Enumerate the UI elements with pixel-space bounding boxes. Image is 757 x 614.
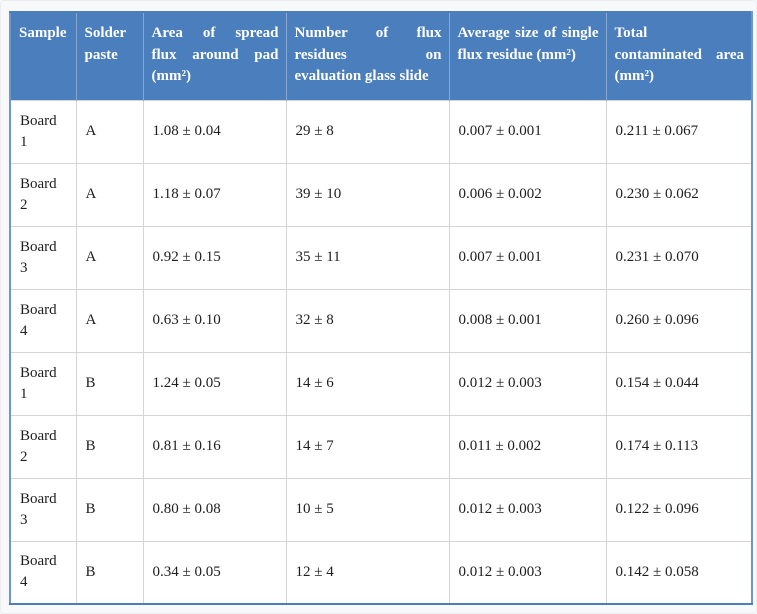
header-line: residues on <box>294 46 442 63</box>
cell-solder-paste: A <box>75 288 144 353</box>
header-line: paste <box>84 46 118 63</box>
cell-total-contaminated-area: 0.211 ± 0.067 <box>605 99 753 164</box>
header-row: Sample Solder paste Area of spread flux … <box>10 12 752 100</box>
cell-avg-residue-size: 0.008 ± 0.001 <box>448 288 607 353</box>
cell-solder-paste: A <box>75 162 144 227</box>
table-row: Board 4 B 0.34 ± 0.05 12 ± 4 0.012 ± 0.0… <box>9 540 753 605</box>
cell-residue-count: 39 ± 10 <box>285 162 450 227</box>
table-row: Board 3 B 0.80 ± 0.08 10 ± 5 0.012 ± 0.0… <box>9 477 753 542</box>
cell-residue-count: 29 ± 8 <box>285 99 450 164</box>
table-row: Board 3 A 0.92 ± 0.15 35 ± 11 0.007 ± 0.… <box>9 225 753 290</box>
cell-spread-area: 0.81 ± 0.16 <box>142 414 287 479</box>
cell-spread-area: 0.34 ± 0.05 <box>142 540 287 605</box>
cell-residue-count: 10 ± 5 <box>285 477 450 542</box>
cell-avg-residue-size: 0.012 ± 0.003 <box>448 540 607 605</box>
header-line: Sample <box>19 25 67 41</box>
col-header-total-contaminated-area: Total contaminated area (mm²) <box>605 12 752 100</box>
header-line: flux residue (mm²) <box>457 46 576 63</box>
header-line: Total <box>614 25 648 41</box>
cell-solder-paste: B <box>75 351 144 416</box>
cell-total-contaminated-area: 0.231 ± 0.070 <box>605 225 753 290</box>
cell-sample: Board 3 <box>9 477 77 542</box>
header-line: flux around pad <box>151 46 279 63</box>
table-row: Board 2 B 0.81 ± 0.16 14 ± 7 0.011 ± 0.0… <box>9 414 753 479</box>
cell-sample: Board 3 <box>9 225 77 290</box>
cell-residue-count: 35 ± 11 <box>285 225 450 290</box>
cell-avg-residue-size: 0.011 ± 0.002 <box>448 414 607 479</box>
cell-solder-paste: B <box>75 540 144 605</box>
cell-sample: Board 1 <box>9 99 77 164</box>
header-line: contaminated area <box>614 46 745 63</box>
cell-residue-count: 14 ± 7 <box>285 414 450 479</box>
header-line: (mm²) <box>614 68 654 84</box>
table-row: Board 2 A 1.18 ± 0.07 39 ± 10 0.006 ± 0.… <box>9 162 753 227</box>
header-line: Solder <box>84 25 127 41</box>
cell-spread-area: 1.18 ± 0.07 <box>142 162 287 227</box>
cell-solder-paste: B <box>75 414 144 479</box>
cell-solder-paste: A <box>75 225 144 290</box>
cell-avg-residue-size: 0.012 ± 0.003 <box>448 351 607 416</box>
cell-total-contaminated-area: 0.230 ± 0.062 <box>605 162 753 227</box>
cell-sample: Board 2 <box>9 414 77 479</box>
header-line: Number of flux <box>294 25 442 41</box>
cell-spread-area: 1.08 ± 0.04 <box>142 99 287 164</box>
cell-avg-residue-size: 0.012 ± 0.003 <box>448 477 607 542</box>
cell-total-contaminated-area: 0.154 ± 0.044 <box>605 351 753 416</box>
col-header-sample: Sample <box>10 12 76 100</box>
header-line: evaluation glass slide <box>294 68 429 84</box>
cell-avg-residue-size: 0.007 ± 0.001 <box>448 99 607 164</box>
cell-total-contaminated-area: 0.174 ± 0.113 <box>605 414 753 479</box>
cell-avg-residue-size: 0.006 ± 0.002 <box>448 162 607 227</box>
header-line: (mm²) <box>151 68 191 84</box>
cell-spread-area: 0.80 ± 0.08 <box>142 477 287 542</box>
col-header-avg-residue-size: Average size of single flux residue (mm²… <box>448 12 606 100</box>
table-row: Board 1 B 1.24 ± 0.05 14 ± 6 0.012 ± 0.0… <box>9 351 753 416</box>
table-row: Board 4 A 0.63 ± 0.10 32 ± 8 0.008 ± 0.0… <box>9 288 753 353</box>
table-row: Board 1 A 1.08 ± 0.04 29 ± 8 0.007 ± 0.0… <box>9 99 753 164</box>
cell-sample: Board 2 <box>9 162 77 227</box>
cell-spread-area: 0.92 ± 0.15 <box>142 225 287 290</box>
cell-sample: Board 4 <box>9 288 77 353</box>
cell-total-contaminated-area: 0.122 ± 0.096 <box>605 477 753 542</box>
cell-sample: Board 4 <box>9 540 77 605</box>
cell-residue-count: 14 ± 6 <box>285 351 450 416</box>
header-line: Average size of single <box>457 25 599 41</box>
header-line: Area of spread <box>151 25 279 41</box>
cell-avg-residue-size: 0.007 ± 0.001 <box>448 225 607 290</box>
cell-spread-area: 1.24 ± 0.05 <box>142 351 287 416</box>
cell-sample: Board 1 <box>9 351 77 416</box>
cell-solder-paste: B <box>75 477 144 542</box>
cell-spread-area: 0.63 ± 0.10 <box>142 288 287 353</box>
col-header-solder-paste: Solder paste <box>75 12 143 100</box>
cell-solder-paste: A <box>75 99 144 164</box>
cell-total-contaminated-area: 0.142 ± 0.058 <box>605 540 753 605</box>
cell-residue-count: 12 ± 4 <box>285 540 450 605</box>
col-header-area-of-spread-flux: Area of spread flux around pad (mm²) <box>142 12 286 100</box>
cell-total-contaminated-area: 0.260 ± 0.096 <box>605 288 753 353</box>
col-header-flux-residue-count: Number of flux residues on evaluation gl… <box>285 12 449 100</box>
cell-residue-count: 32 ± 8 <box>285 288 450 353</box>
flux-residue-table: Sample Solder paste Area of spread flux … <box>9 11 753 605</box>
